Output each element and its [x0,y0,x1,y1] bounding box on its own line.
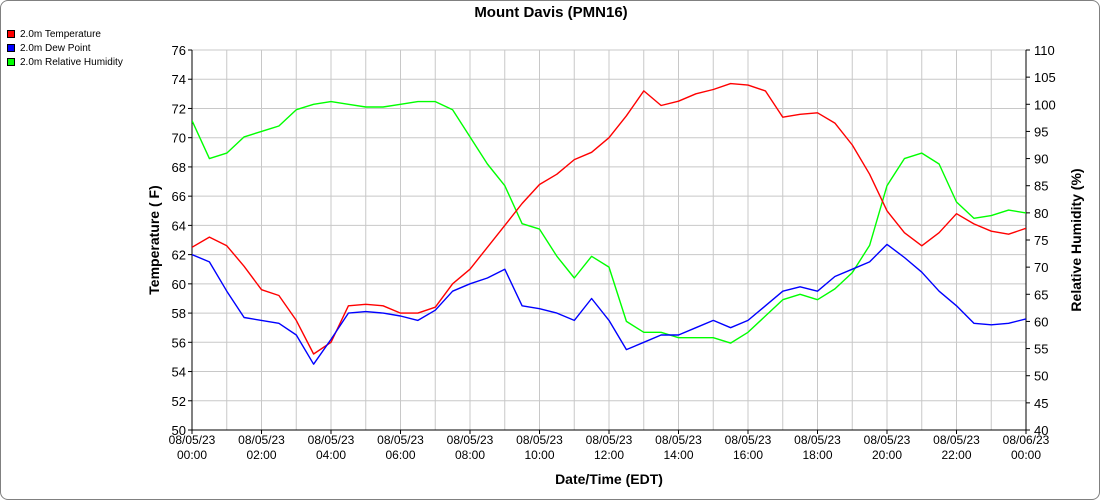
legend-swatch-relative-humidity [7,58,15,66]
y-tick-right-label: 90 [1034,152,1048,167]
x-tick-time-label: 00:00 [177,448,207,462]
series-line-2-0m-temperature [192,82,1026,355]
x-tick-time-label: 06:00 [385,448,415,462]
y-tick-right-label: 100 [1034,97,1056,112]
y-tick-left-label: 76 [172,43,186,58]
y-tick-left-label: 70 [172,131,186,146]
x-tick-date-label: 08/05/23 [377,433,424,447]
y-tick-right-label: 55 [1034,342,1048,357]
x-tick-time-label: 16:00 [733,448,763,462]
y-tick-left-label: 54 [172,365,186,380]
x-tick-time-label: 20:00 [872,448,902,462]
legend-label-relative-humidity: 2.0m Relative Humidity [20,56,123,68]
x-tick-time-label: 08:00 [455,448,485,462]
y-tick-right-label: 50 [1034,369,1048,384]
x-tick-date-label: 08/06/23 [1003,433,1050,447]
chart-title: Mount Davis (PMN16) [474,4,628,21]
x-tick-date-label: 08/05/23 [238,433,285,447]
y-tick-right-label: 70 [1034,260,1048,275]
y-tick-left-label: 68 [172,160,186,175]
x-tick-date-label: 08/05/23 [586,433,633,447]
y-axis-right-title: Relative Humidity (%) [1068,168,1084,311]
legend-item-relative-humidity: 2.0m Relative Humidity [7,55,123,69]
x-tick-time-label: 14:00 [663,448,693,462]
x-tick-date-label: 08/05/23 [169,433,216,447]
y-axis-left-title: Temperature ( F) [146,185,162,294]
y-tick-left-label: 50 [172,423,186,438]
x-tick-date-label: 08/05/23 [655,433,702,447]
y-tick-left-label: 60 [172,277,186,292]
x-tick-time-label: 02:00 [246,448,276,462]
y-tick-left-label: 74 [172,72,186,87]
y-tick-left-label: 56 [172,335,186,350]
x-axis-title: Date/Time (EDT) [555,471,663,487]
y-tick-right-label: 85 [1034,179,1048,194]
x-tick-time-label: 18:00 [802,448,832,462]
x-tick-date-label: 08/05/23 [933,433,980,447]
x-tick-date-label: 08/05/23 [725,433,772,447]
y-tick-right-label: 65 [1034,287,1048,302]
y-tick-right-label: 40 [1034,423,1048,438]
series-line-2-0m-dew-point [192,243,1026,365]
legend-label-temperature: 2.0m Temperature [20,28,101,40]
y-tick-right-label: 95 [1034,124,1048,139]
y-tick-right-label: 80 [1034,206,1048,221]
y-tick-left-label: 72 [172,101,186,116]
y-tick-left-label: 52 [172,394,186,409]
x-tick-time-label: 22:00 [941,448,971,462]
x-tick-date-label: 08/05/23 [308,433,355,447]
x-tick-time-label: 10:00 [524,448,554,462]
x-tick-date-label: 08/05/23 [447,433,494,447]
x-tick-time-label: 00:00 [1011,448,1041,462]
y-tick-left-label: 58 [172,306,186,321]
y-tick-right-label: 60 [1034,314,1048,329]
legend-label-dew-point: 2.0m Dew Point [20,42,91,54]
x-tick-date-label: 08/05/23 [516,433,563,447]
y-tick-right-label: 45 [1034,396,1048,411]
y-tick-left-label: 66 [172,189,186,204]
legend-item-dew-point: 2.0m Dew Point [7,41,123,55]
y-tick-left-label: 64 [172,218,186,233]
x-tick-date-label: 08/05/23 [794,433,841,447]
legend: 2.0m Temperature 2.0m Dew Point 2.0m Rel… [7,27,123,69]
legend-swatch-temperature [7,30,15,38]
legend-item-temperature: 2.0m Temperature [7,27,123,41]
x-tick-date-label: 08/05/23 [864,433,911,447]
x-tick-time-label: 04:00 [316,448,346,462]
legend-swatch-dew-point [7,44,15,52]
y-tick-right-label: 105 [1034,70,1056,85]
y-tick-right-label: 75 [1034,233,1048,248]
y-tick-left-label: 62 [172,248,186,263]
series-line-2-0m-relative-humidity [192,100,1026,344]
x-tick-time-label: 12:00 [594,448,624,462]
y-tick-right-label: 110 [1034,43,1055,58]
